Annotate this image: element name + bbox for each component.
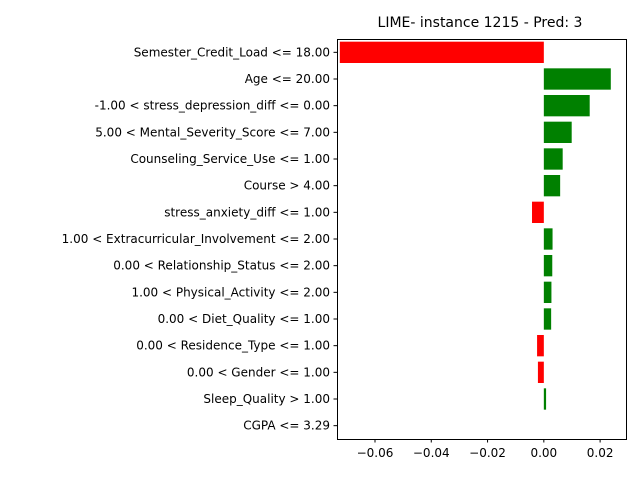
- bar: [537, 335, 544, 357]
- bars-group: [339, 41, 611, 410]
- plot-area-frame: [337, 39, 627, 440]
- y-tick-label: Sleep_Quality > 1.00: [203, 392, 330, 406]
- y-tick-label: CGPA <= 3.29: [243, 419, 330, 433]
- y-tick-label: 0.00 < Gender <= 1.00: [187, 365, 330, 379]
- bar: [543, 121, 572, 143]
- y-tick-label: Semester_Credit_Load <= 18.00: [134, 45, 330, 59]
- y-tick-label: 1.00 < Extracurricular_Involvement <= 2.…: [62, 232, 330, 246]
- bar: [543, 255, 553, 277]
- y-tick-label: 0.00 < Relationship_Status <= 2.00: [113, 259, 330, 273]
- bar: [543, 228, 553, 250]
- x-ticks: −0.06 −0.04 −0.02 0.00 0.02: [357, 439, 614, 460]
- y-tick-label: -1.00 < stress_depression_diff <= 0.00: [95, 99, 330, 113]
- bar: [339, 41, 544, 63]
- y-tick-label: 1.00 < Physical_Activity <= 2.00: [131, 285, 330, 299]
- x-tick-label: 0.00: [530, 446, 557, 460]
- x-tick-label: −0.02: [469, 446, 506, 460]
- y-tick-label: 5.00 < Mental_Severity_Score <= 7.00: [95, 125, 330, 139]
- y-tick-label: Age <= 20.00: [245, 72, 330, 86]
- bar: [543, 175, 561, 197]
- x-tick-label: −0.06: [357, 446, 394, 460]
- x-tick-label: −0.04: [413, 446, 450, 460]
- y-tick-label: Counseling_Service_Use <= 1.00: [130, 152, 330, 166]
- x-tick-label: 0.02: [587, 446, 614, 460]
- bar: [543, 95, 590, 117]
- bar: [543, 388, 547, 410]
- y-tick-labels: Semester_Credit_Load <= 18.00 Age <= 20.0…: [62, 45, 337, 433]
- bar: [532, 201, 544, 223]
- y-tick-label: 0.00 < Diet_Quality <= 1.00: [158, 312, 330, 326]
- bar: [543, 68, 611, 90]
- bar: [543, 281, 552, 303]
- y-tick-label: Course > 4.00: [244, 179, 330, 193]
- y-tick-label: stress_anxiety_diff <= 1.00: [164, 205, 330, 219]
- y-tick-label: 0.00 < Residence_Type <= 1.00: [136, 339, 330, 353]
- chart-title: LIME- instance 1215 - Pred: 3: [378, 15, 583, 31]
- bar: [543, 308, 552, 330]
- bar: [543, 148, 563, 170]
- bar: [537, 361, 544, 383]
